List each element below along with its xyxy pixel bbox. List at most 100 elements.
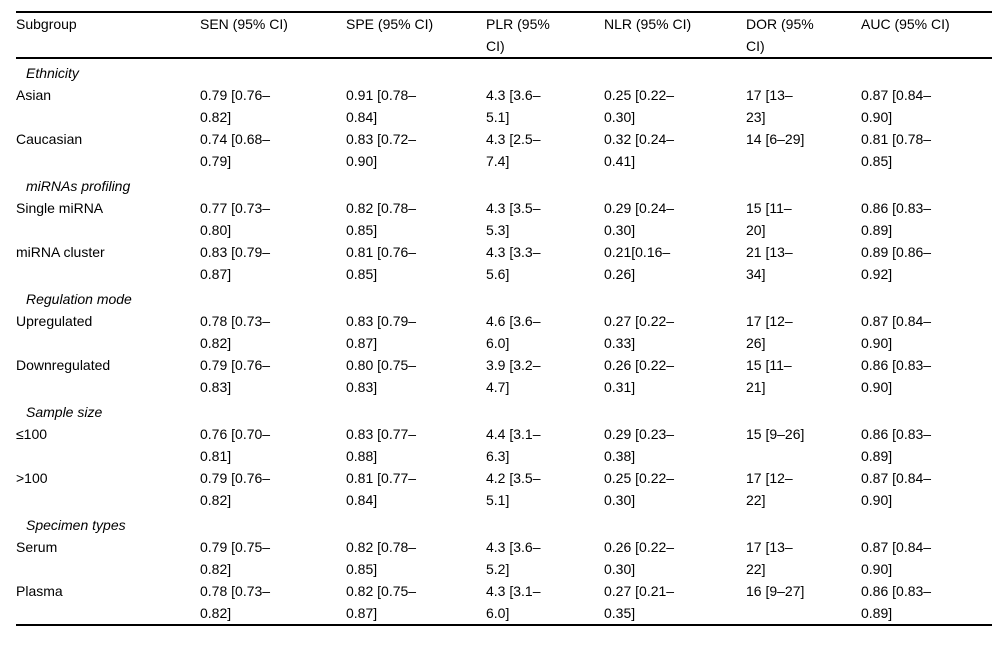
table-row-gt-100: >100 0.79 [0.76– 0.82] 0.81 [0.77– 0.84]… [16, 467, 992, 511]
cell-plr: 4.4 [3.1– 6.3] [486, 426, 541, 464]
cell-spe: 0.83 [0.79– 0.87] [346, 313, 417, 351]
header-row: Subgroup SEN (95% CI) SPE (95% CI) PLR (… [16, 12, 992, 59]
table-row-mirna-cluster: miRNA cluster 0.83 [0.79– 0.87] 0.81 [0.… [16, 241, 992, 285]
section-label: miRNAs profiling [26, 178, 131, 194]
cell-spe: 0.82 [0.78– 0.85] [346, 539, 417, 577]
cell-spe: 0.83 [0.72– 0.90] [346, 131, 417, 169]
cell-dor: 21 [13– 34] [746, 244, 793, 282]
cell-nlr: 0.25 [0.22– 0.30] [604, 87, 675, 125]
cell-dor: 17 [13– 22] [746, 539, 793, 577]
table-row-asian: Asian 0.79 [0.76– 0.82] 0.91 [0.78– 0.84… [16, 84, 992, 128]
cell-spe: 0.80 [0.75– 0.83] [346, 357, 417, 395]
cell-nlr: 0.27 [0.21– 0.35] [604, 583, 675, 621]
cell-nlr: 0.21[0.16– 0.26] [604, 244, 671, 282]
cell-spe: 0.83 [0.77– 0.88] [346, 426, 417, 464]
cell-nlr: 0.29 [0.23– 0.38] [604, 426, 675, 464]
cell-plr: 4.3 [3.5– 5.3] [486, 200, 541, 238]
cell-dor: 15 [11– 21] [746, 357, 792, 395]
section-label: Regulation mode [26, 291, 132, 307]
section-row-sample-size: Sample size [16, 398, 992, 423]
cell-plr: 4.3 [3.3– 5.6] [486, 244, 541, 282]
row-label: >100 [16, 470, 48, 486]
section-row-specimen-types: Specimen types [16, 511, 992, 536]
table-row-lte-100: ≤100 0.76 [0.70– 0.81] 0.83 [0.77– 0.88]… [16, 423, 992, 467]
table-row-upregulated: Upregulated 0.78 [0.73– 0.82] 0.83 [0.79… [16, 310, 992, 354]
column-header-dor: DOR (95% CI) [746, 12, 861, 59]
row-label: Serum [16, 539, 58, 555]
table-row-serum: Serum 0.79 [0.75– 0.82] 0.82 [0.78– 0.85… [16, 536, 992, 580]
row-label: Downregulated [16, 357, 111, 373]
column-header-nlr: NLR (95% CI) [604, 12, 746, 59]
section-row-regulation-mode: Regulation mode [16, 285, 992, 310]
cell-plr: 4.6 [3.6– 6.0] [486, 313, 541, 351]
column-header-spe: SPE (95% CI) [346, 12, 486, 59]
cell-sen: 0.78 [0.73– 0.82] [200, 583, 271, 621]
row-label: Upregulated [16, 313, 93, 329]
cell-plr: 4.2 [3.5– 5.1] [486, 470, 541, 508]
cell-nlr: 0.26 [0.22– 0.30] [604, 539, 675, 577]
cell-auc: 0.87 [0.84– 0.90] [861, 539, 932, 577]
cell-plr: 4.3 [3.6– 5.2] [486, 539, 541, 577]
cell-nlr: 0.25 [0.22– 0.30] [604, 470, 675, 508]
cell-spe: 0.81 [0.76– 0.85] [346, 244, 417, 282]
cell-sen: 0.79 [0.76– 0.83] [200, 357, 271, 395]
cell-auc: 0.86 [0.83– 0.90] [861, 357, 932, 395]
cell-auc: 0.86 [0.83– 0.89] [861, 426, 932, 464]
cell-sen: 0.78 [0.73– 0.82] [200, 313, 271, 351]
row-label: Asian [16, 87, 52, 103]
subgroup-analysis-table: Subgroup SEN (95% CI) SPE (95% CI) PLR (… [16, 11, 992, 626]
cell-auc: 0.87 [0.84– 0.90] [861, 313, 932, 351]
column-header-sen: SEN (95% CI) [200, 12, 346, 59]
cell-spe: 0.91 [0.78– 0.84] [346, 87, 417, 125]
cell-plr: 3.9 [3.2– 4.7] [486, 357, 541, 395]
cell-plr: 4.3 [3.6– 5.1] [486, 87, 541, 125]
section-label: Sample size [26, 404, 103, 420]
cell-sen: 0.79 [0.76– 0.82] [200, 87, 271, 125]
cell-sen: 0.77 [0.73– 0.80] [200, 200, 271, 238]
section-row-mirnas-profiling: miRNAs profiling [16, 172, 992, 197]
cell-nlr: 0.32 [0.24– 0.41] [604, 131, 675, 169]
column-header-plr: PLR (95% CI) [486, 12, 604, 59]
row-label: Plasma [16, 583, 63, 599]
cell-sen: 0.83 [0.79– 0.87] [200, 244, 271, 282]
cell-auc: 0.89 [0.86– 0.92] [861, 244, 932, 282]
column-header-auc: AUC (95% CI) [861, 12, 992, 59]
cell-sen: 0.76 [0.70– 0.81] [200, 426, 271, 464]
table-row-single-mirna: Single miRNA 0.77 [0.73– 0.80] 0.82 [0.7… [16, 197, 992, 241]
section-row-ethnicity: Ethnicity [16, 58, 992, 84]
cell-dor: 15 [9–26] [746, 426, 805, 442]
cell-dor: 17 [13– 23] [746, 87, 793, 125]
cell-sen: 0.74 [0.68– 0.79] [200, 131, 271, 169]
table-row-caucasian: Caucasian 0.74 [0.68– 0.79] 0.83 [0.72– … [16, 128, 992, 172]
cell-spe: 0.82 [0.78– 0.85] [346, 200, 417, 238]
cell-nlr: 0.26 [0.22– 0.31] [604, 357, 675, 395]
cell-auc: 0.86 [0.83– 0.89] [861, 583, 932, 621]
cell-auc: 0.87 [0.84– 0.90] [861, 470, 932, 508]
cell-auc: 0.87 [0.84– 0.90] [861, 87, 932, 125]
cell-spe: 0.82 [0.75– 0.87] [346, 583, 417, 621]
cell-nlr: 0.27 [0.22– 0.33] [604, 313, 675, 351]
table-row-downregulated: Downregulated 0.79 [0.76– 0.83] 0.80 [0.… [16, 354, 992, 398]
cell-plr: 4.3 [3.1– 6.0] [486, 583, 541, 621]
cell-sen: 0.79 [0.76– 0.82] [200, 470, 271, 508]
cell-sen: 0.79 [0.75– 0.82] [200, 539, 271, 577]
row-label: Caucasian [16, 131, 83, 147]
table-row-plasma: Plasma 0.78 [0.73– 0.82] 0.82 [0.75– 0.8… [16, 580, 992, 625]
section-label: Ethnicity [26, 65, 79, 81]
cell-auc: 0.81 [0.78– 0.85] [861, 131, 932, 169]
row-label: Single miRNA [16, 200, 104, 216]
cell-spe: 0.81 [0.77– 0.84] [346, 470, 417, 508]
row-label: ≤100 [16, 426, 48, 442]
cell-dor: 17 [12– 26] [746, 313, 793, 351]
cell-auc: 0.86 [0.83– 0.89] [861, 200, 932, 238]
cell-dor: 15 [11– 20] [746, 200, 792, 238]
cell-nlr: 0.29 [0.24– 0.30] [604, 200, 675, 238]
column-header-subgroup: Subgroup [16, 12, 200, 59]
section-label: Specimen types [26, 517, 126, 533]
cell-dor: 17 [12– 22] [746, 470, 793, 508]
cell-dor: 16 [9–27] [746, 583, 805, 599]
row-label: miRNA cluster [16, 244, 105, 260]
cell-plr: 4.3 [2.5– 7.4] [486, 131, 541, 169]
cell-dor: 14 [6–29] [746, 131, 805, 147]
